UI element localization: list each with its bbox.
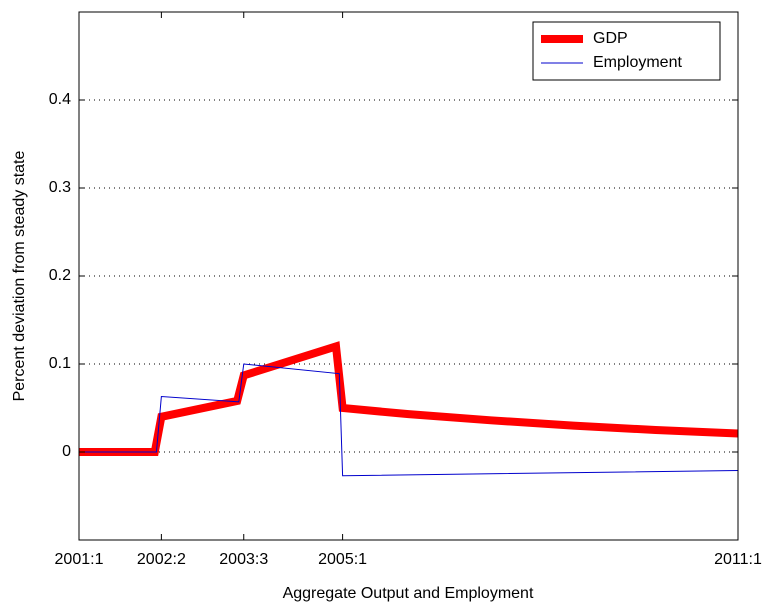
x-tick-label: 2002:2	[137, 551, 186, 568]
x-tick-label: 2005:1	[318, 551, 367, 568]
legend-label: GDP	[593, 30, 628, 47]
y-tick-label: 0.4	[49, 91, 71, 108]
y-tick-label: 0.2	[49, 267, 71, 284]
legend-box	[532, 21, 721, 81]
y-tick-label: 0.3	[49, 179, 71, 196]
x-tick-label: 2001:1	[55, 551, 104, 568]
legend-label: Employment	[593, 54, 682, 71]
x-tick-label: 2011:1	[714, 551, 762, 568]
lines	[79, 341, 739, 477]
legend: GDP Employment	[532, 21, 721, 81]
ticks: 0 0.1 0.2 0.3 0.4 2001:1 2002:2 2003:3 2005:1 201…	[49, 12, 762, 568]
y-tick-label: 0	[62, 443, 71, 460]
plot-area	[79, 12, 738, 540]
y-axis-label: Percent deviation from steady state	[11, 151, 28, 402]
series-line	[79, 363, 739, 477]
x-tick-label: 2003:3	[219, 551, 268, 568]
y-tick-label: 0.1	[49, 355, 71, 372]
x-axis-label: Aggregate Output and Employment	[283, 585, 534, 602]
